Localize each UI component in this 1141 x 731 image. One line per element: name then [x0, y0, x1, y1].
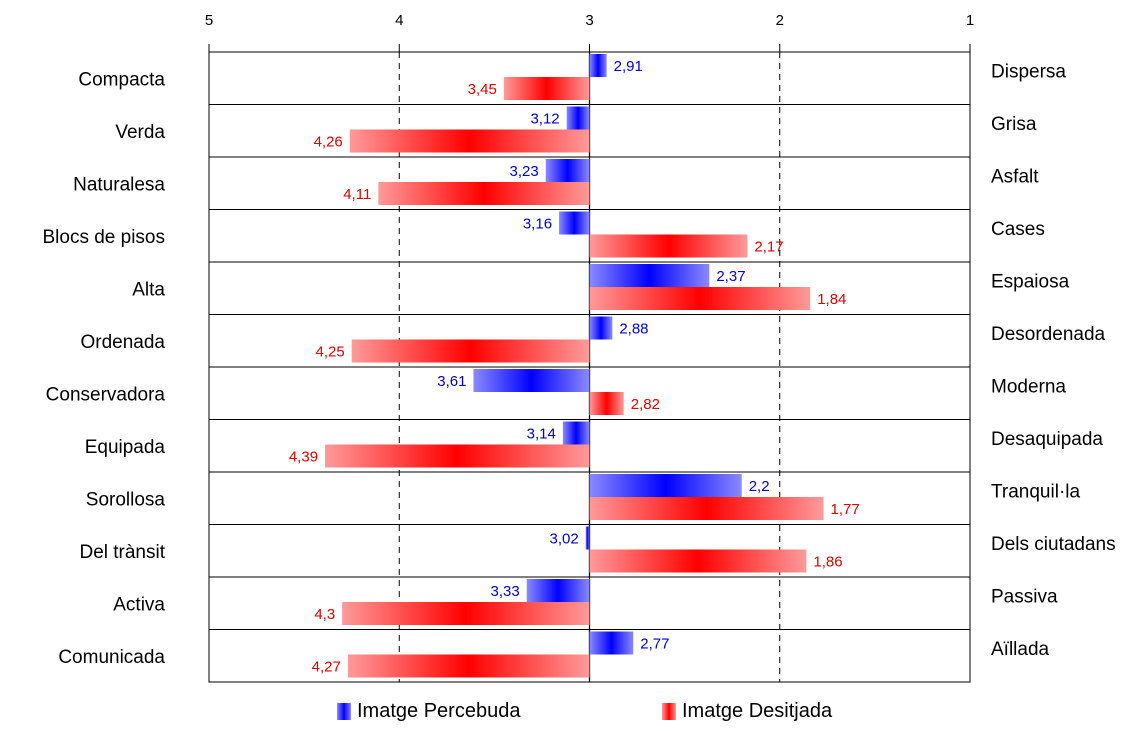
x-tick-label: 3 [585, 12, 593, 29]
bar-percebuda [589, 264, 710, 287]
right-category-label: Asfalt [991, 166, 1039, 187]
left-category-label: Ordenada [80, 332, 165, 353]
right-category-label: Dispersa [991, 61, 1066, 82]
bar-desitjada [589, 234, 748, 258]
data-label: 2,88 [619, 321, 648, 338]
data-label: 2,91 [614, 58, 643, 75]
left-category-label: Conservadora [46, 384, 166, 405]
x-tick-label: 5 [205, 12, 213, 29]
bar-percebuda [589, 631, 634, 655]
data-label: 3,33 [491, 583, 520, 600]
bar-percebuda [566, 106, 590, 130]
bar-desitjada [589, 549, 807, 573]
right-category-label: Cases [991, 219, 1045, 240]
bar-percebuda [545, 159, 590, 182]
data-label: 2,2 [749, 478, 770, 495]
bar-desitjada [349, 129, 590, 153]
legend-label-desitjada: Imatge Desitjada [682, 700, 833, 722]
x-tick-label: 4 [395, 12, 403, 29]
x-tick-label: 2 [776, 12, 784, 29]
data-label: 2,82 [631, 396, 660, 413]
data-label: 3,45 [468, 81, 497, 98]
bar-desitjada [589, 392, 624, 415]
left-category-label: Alta [132, 279, 165, 300]
left-category-label: Verda [115, 122, 165, 143]
semantic-differential-chart: 5 4 3 2 1 Compacta Dispersa Verda Grisa Naturales… [42, 12, 1116, 683]
bar-percebuda [585, 526, 590, 550]
right-category-label: Dels ciutadans [991, 534, 1116, 555]
right-category-label: Moderna [991, 376, 1066, 397]
bar-desitjada [325, 444, 590, 468]
data-label: 4,11 [343, 186, 371, 203]
right-category-label: Desaquipada [991, 429, 1103, 450]
data-label: 2,17 [754, 239, 783, 256]
bar-desitjada [342, 602, 590, 625]
legend-label-percebuda: Imatge Percebuda [357, 700, 521, 722]
data-label: 3,61 [437, 373, 466, 390]
data-label: 1,77 [831, 501, 860, 518]
left-category-label: Sorollosa [86, 489, 166, 510]
bar-desitjada [503, 77, 590, 100]
bar-percebuda [589, 54, 607, 77]
left-category-label: Activa [113, 594, 165, 615]
data-label: 3,02 [549, 531, 578, 548]
data-label: 3,12 [530, 111, 559, 128]
left-category-label: Compacta [78, 69, 165, 90]
data-label: 1,84 [817, 291, 846, 308]
right-category-label: Passiva [991, 586, 1058, 607]
right-category-label: Grisa [991, 114, 1037, 135]
legend-item-desitjada: Imatge Desitjada [662, 700, 832, 723]
legend-swatch-percebuda [337, 703, 351, 720]
bar-percebuda [473, 369, 590, 392]
right-category-label: Aïllada [991, 639, 1050, 660]
bar-percebuda [589, 474, 742, 497]
left-category-label: Naturalesa [73, 174, 165, 195]
right-category-label: Tranquil·la [991, 481, 1080, 502]
data-label: 3,14 [527, 426, 556, 443]
left-category-label: Blocs de pisos [42, 227, 165, 248]
x-tick-label: 1 [966, 12, 974, 29]
data-label: 4,27 [312, 659, 341, 676]
bar-percebuda [562, 421, 590, 445]
bar-desitjada [378, 182, 590, 205]
bar-desitjada [351, 339, 590, 363]
data-label: 4,25 [315, 344, 344, 361]
data-label: 3,16 [523, 216, 552, 233]
legend-item-percebuda: Imatge Percebuda [337, 700, 520, 723]
data-label: 3,23 [510, 163, 539, 180]
right-category-label: Desordenada [991, 324, 1106, 345]
bar-desitjada [589, 497, 824, 520]
data-label: 4,26 [314, 134, 343, 151]
left-category-label: Comunicada [58, 647, 165, 668]
data-label: 2,77 [640, 636, 669, 653]
left-category-label: Equipada [85, 437, 166, 458]
data-label: 1,86 [813, 554, 842, 571]
legend-swatch-desitjada [662, 703, 676, 720]
legend: Imatge Percebuda Imatge Desitjada [0, 700, 1141, 730]
data-label: 4,3 [314, 606, 335, 623]
bar-percebuda [589, 316, 613, 340]
data-label: 2,37 [716, 268, 745, 285]
bar-percebuda [526, 579, 590, 602]
bar-desitjada [589, 287, 811, 310]
bar-percebuda [559, 211, 590, 235]
right-category-label: Espaiosa [991, 271, 1070, 292]
bar-desitjada [347, 654, 590, 678]
left-category-label: Del trànsit [79, 542, 165, 563]
data-label: 4,39 [289, 449, 318, 466]
